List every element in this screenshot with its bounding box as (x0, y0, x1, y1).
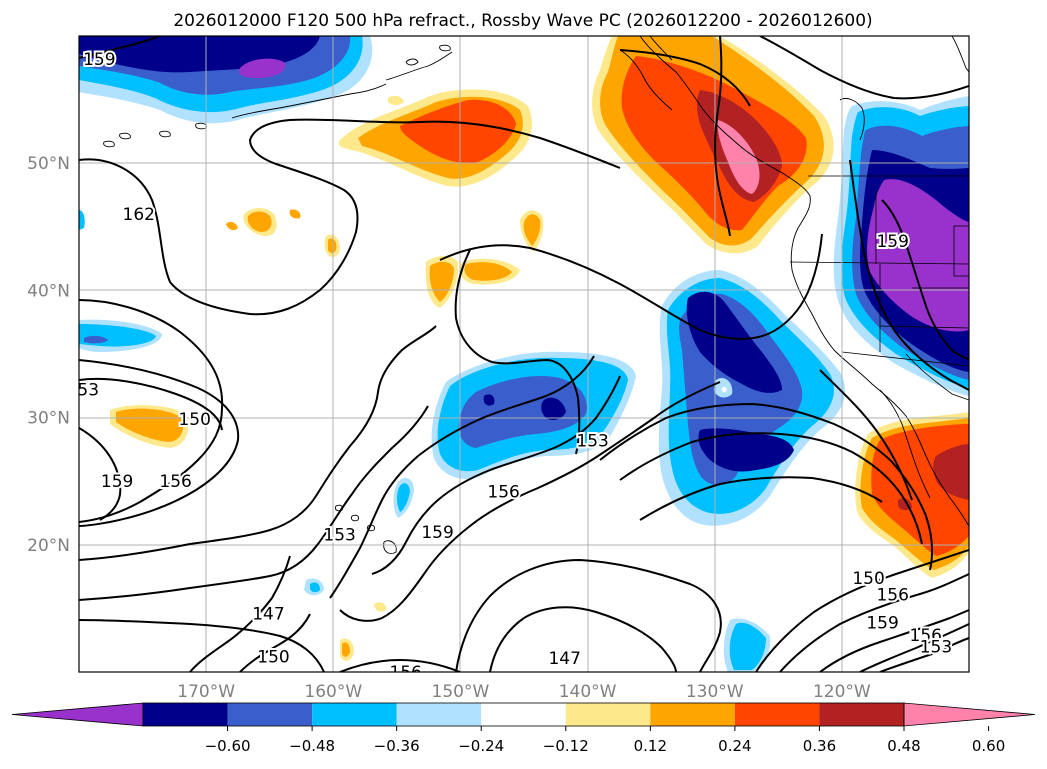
contour-label: 150 (257, 648, 289, 668)
lat-label-20: 20°N (27, 536, 70, 556)
colorbar-tick-label: −0.36 (374, 737, 420, 755)
colorbar-swatch (396, 703, 482, 726)
coastlines (103, 36, 969, 554)
colorbar-swatch (650, 703, 735, 726)
contour-label: 153 (323, 526, 355, 546)
colorbar-tick-label: 0.48 (887, 737, 920, 755)
colorbar-tick-label: −0.12 (543, 737, 589, 755)
map-frame (78, 35, 970, 673)
field-west-negative-strip (79, 210, 162, 352)
colorbar-frame (142, 702, 905, 727)
lat-label-40: 40°N (27, 281, 70, 301)
colorbar-swatch (227, 703, 313, 726)
field-north-central-positive (338, 89, 533, 187)
height-contours (79, 36, 969, 672)
contour-label: 150 (852, 569, 884, 589)
lon-label-170w: 170°W (177, 682, 235, 702)
colorbar-tick-label: 0.36 (803, 737, 836, 755)
contour-label: 156 (487, 482, 519, 502)
lon-label-150w: 150°W (432, 682, 490, 702)
colorbar-extend-high (903, 702, 1036, 727)
lon-label-140w: 140°W (559, 682, 617, 702)
contour-label: 159 (83, 50, 115, 70)
colorbar: −0.60 −0.48 −0.36 −0.24 −0.12 0.12 0.24 0.36 0.4… (11, 702, 1036, 755)
contour-label: 156 (390, 663, 422, 683)
political-borders (789, 175, 969, 401)
contour-label: 156 (159, 472, 191, 492)
colorbar-tick-label: −0.24 (458, 737, 504, 755)
colorbar-swatch (312, 703, 397, 726)
contour-label: 159 (101, 472, 133, 492)
lat-label-30: 30°N (27, 409, 70, 429)
contour-label: 147 (252, 604, 284, 624)
colorbar-swatch (143, 703, 228, 726)
colorbar-tick-label: −0.48 (289, 737, 335, 755)
colorbar-swatch (819, 703, 904, 726)
colorbar-tick-label: 0.24 (718, 737, 751, 755)
contour-label: 162 (123, 205, 155, 225)
lon-label-160w: 160°W (304, 682, 362, 702)
colorbar-swatch (565, 703, 651, 726)
contour-label: 159 (866, 613, 898, 633)
colorbar-swatch (481, 703, 566, 726)
contour-label: 156 (910, 626, 942, 646)
contour-label: 159 (876, 232, 908, 252)
longitude-labels: 170°W 160°W 150°W 140°W 130°W 120°W (177, 682, 871, 702)
colorbar-swatch (734, 703, 820, 726)
field-central-negative (304, 351, 636, 596)
contour-label: 153 (920, 638, 952, 658)
field-northwest-negative (79, 36, 373, 124)
contour-label: 153 (67, 381, 99, 401)
contour-label: 150 (178, 410, 210, 430)
field-east-pacific-negative (658, 270, 846, 672)
field-small-positive-spots (110, 208, 544, 661)
map-gridlines (79, 36, 969, 672)
contour-label: 147 (548, 649, 580, 669)
contour-label: 153 (576, 431, 608, 451)
contour-label: 159 (421, 523, 453, 543)
latitude-labels: 20°N 30°N 40°N 50°N (27, 154, 70, 556)
figure-title: 2026012000 F120 500 hPa refract., Rossby… (173, 11, 872, 31)
lat-label-50: 50°N (27, 154, 70, 174)
contour-label: 156 (876, 585, 908, 605)
colorbar-tick-label: −0.60 (205, 737, 251, 755)
lon-label-130w: 130°W (686, 682, 744, 702)
colorbar-tick-label: 0.60 (972, 737, 1005, 755)
colorbar-tick-label: 0.12 (634, 737, 667, 755)
colorbar-extend-low (11, 702, 144, 727)
lon-label-120w: 120°W (813, 682, 871, 702)
